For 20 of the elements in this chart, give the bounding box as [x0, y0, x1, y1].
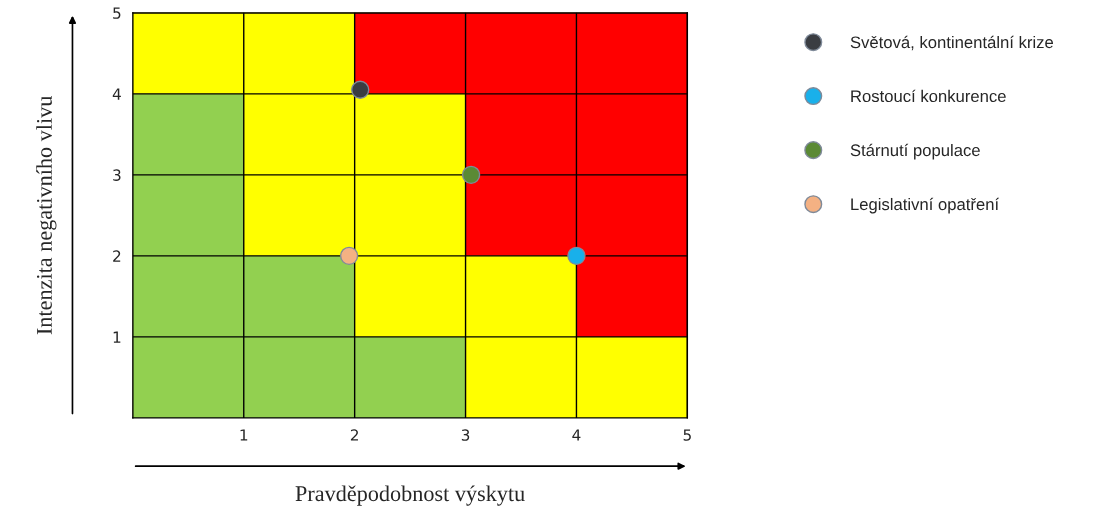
point [339, 246, 359, 266]
point [461, 165, 481, 185]
legend-label: Legislativní opatření [851, 197, 1000, 214]
y-tick-label: 3 [113, 169, 121, 181]
y-tick-label: 2 [113, 250, 121, 262]
y-tick-label: 5 [113, 7, 121, 19]
y-axis-title: Intenzita negativního vlivu [36, 96, 57, 335]
point [350, 80, 370, 100]
x-axis-title: Pravděpodobnost výskytu [295, 485, 525, 506]
legend-label: Stárnutí populace [850, 143, 980, 160]
legend-label: Rostoucí konkurence [851, 89, 1006, 103]
x-tick-label: 5 [683, 429, 691, 441]
legend-label: Světová, kontinentální krize [850, 35, 1054, 51]
x-tick-label: 4 [572, 429, 581, 441]
x-tick-label: 3 [461, 429, 470, 441]
y-tick-label: 4 [112, 88, 121, 100]
x-tick-label: 2 [350, 429, 358, 441]
y-tick-label: 1 [113, 331, 121, 343]
x-tick-label: 1 [240, 429, 248, 441]
point [567, 246, 586, 266]
